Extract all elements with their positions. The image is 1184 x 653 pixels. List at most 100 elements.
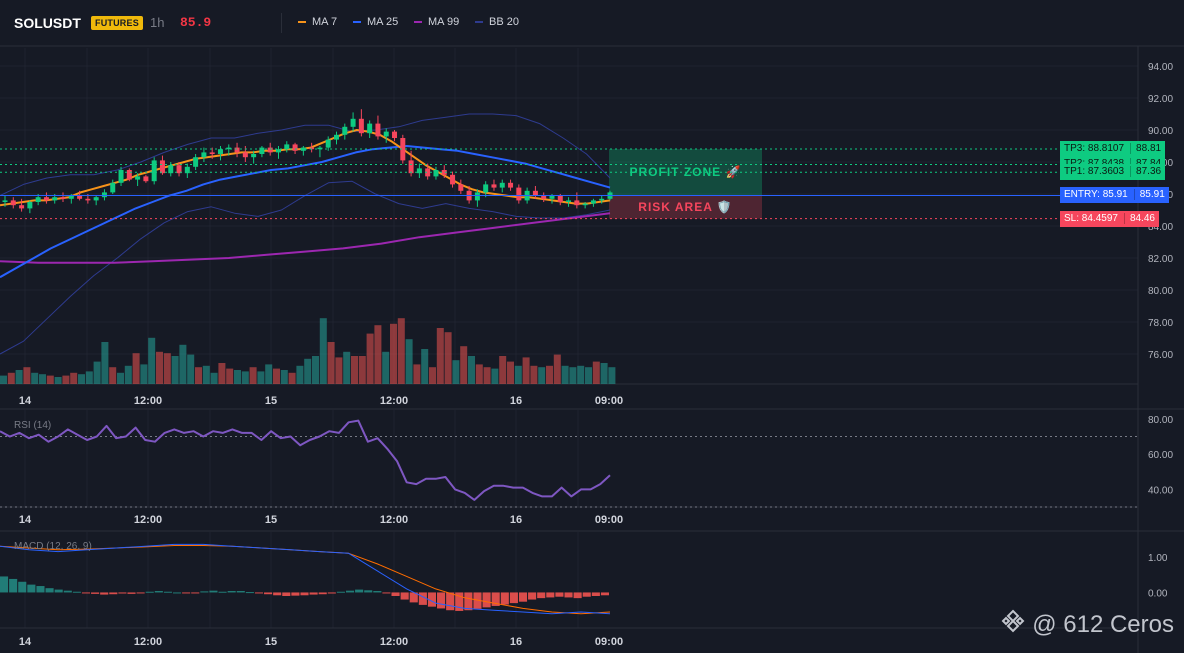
candle-body [458,184,464,191]
volume-bar [319,318,327,384]
macd-hist-bar [327,592,336,594]
volume-bar [351,356,358,384]
legend-label-bb20: BB 20 [489,16,519,28]
candle-body [52,197,58,201]
macd-line [0,543,611,615]
volume-bar [249,367,257,384]
volume-bar [54,377,62,384]
legend-ma99[interactable]: MA 99 [414,16,459,28]
macd-hist-bar [282,592,291,596]
time-tick-macd-0: 14 [19,636,32,648]
legend-ma7[interactable]: MA 7 [298,16,337,28]
symbol-name[interactable]: SOLUSDT [14,15,81,31]
candle-body [367,123,373,134]
volume-bar [101,342,109,384]
legend-bb20[interactable]: BB 20 [475,16,519,28]
macd-hist-bar [200,591,209,593]
macd-hist-bar [27,584,36,593]
volume-bar [39,374,46,384]
price-tick-92: 92.00 [1148,94,1173,105]
trade-zones: PROFIT ZONE 🚀RISK AREA 🛡️ [609,149,762,219]
volume-bar [335,357,343,384]
bb-upper-line [0,113,611,197]
level-tag-axis-value: 87.36 [1130,166,1162,178]
time-axis: 14 12:00 15 12:00 16 09:00 14 12:00 15 12:00 16 09:… [19,395,623,648]
risk-zone-label: RISK AREA 🛡️ [638,200,732,214]
rsi-tick-60: 60.00 [1148,450,1173,461]
candle-body [342,126,348,135]
macd-hist-bar [427,592,437,607]
volume-bar [31,372,39,384]
candle-body [557,195,563,202]
legend-swatch-ma7 [298,21,306,23]
volume-bar [241,371,249,384]
macd-hist-bar [391,592,400,596]
macd-hist-bar [18,581,27,593]
macd-hist-bar [72,591,81,593]
macd-hist-bar [227,591,236,593]
candle-body [317,147,323,150]
volume-bar [460,346,468,384]
candle-body [474,192,480,201]
candlesticks [2,109,613,214]
rsi-title: RSI (14) [14,420,51,431]
macd-hist-bar [446,592,455,611]
price-tick-94: 94.00 [1148,62,1173,73]
candle-body [267,147,273,153]
candle-body [508,182,514,188]
candle-body [209,152,215,154]
macd-hist-bar [464,592,473,611]
time-tick-rsi-2: 15 [265,514,277,526]
macd-hist-bar [600,592,609,596]
macd-hist-bar [54,589,63,593]
volume-bar [327,342,335,384]
macd-tick-0: 0.00 [1148,588,1168,599]
macd-hist-bar [373,591,382,593]
time-tick-rsi-5: 09:00 [595,514,623,526]
macd-hist-bar [409,592,418,603]
volume-bar [538,367,546,384]
macd-hist-bar [109,592,118,595]
level-tag-axis-value: 87.84 [1130,158,1162,170]
binance-logo-icon [1000,608,1026,641]
macd-hist-bar [355,589,364,593]
candle-body [599,198,605,201]
macd-hist-bar [182,592,191,594]
legend-swatch-ma25 [353,21,361,23]
volume-bar [23,367,31,384]
time-tick-main-3: 12:00 [380,395,408,407]
candle-body [516,187,522,201]
level-tag-axis-value: 88.81 [1130,143,1162,155]
macd-hist-bar [264,592,273,595]
chart-header: SOLUSDT FUTURES 1h 85.9 MA 7 MA 25 MA 99… [0,0,1184,46]
macd-hist-bar [127,592,136,594]
volume-bar [405,339,413,384]
volume-bar [265,364,273,384]
volume-bar [569,367,577,384]
candle-body [433,170,439,177]
volume-bar [288,372,296,384]
volume-bar [374,325,382,384]
candle-body [491,184,497,188]
candle-body [400,138,406,161]
candle-body [284,144,290,150]
volume-bar [273,368,280,384]
time-tick-main-0: 14 [19,395,32,407]
macd-hist-bar [418,592,427,605]
time-tick-macd-5: 09:00 [595,636,623,648]
macd-hist-bar [191,592,200,594]
risk-zone [609,195,762,219]
volume-bar [15,370,23,384]
candle-body [35,197,41,202]
price-tick-90: 90.00 [1148,126,1173,137]
volume-bar [93,361,101,384]
candle-body [416,168,422,174]
rsi-tick-80: 80.00 [1148,415,1173,426]
macd-hist-bar [163,591,172,593]
candle-body [168,165,174,174]
macd-panel: 1.00 0.00 MACD (12, 26, 9) [0,541,1168,615]
legend-ma25[interactable]: MA 25 [353,16,398,28]
timeframe-label[interactable]: 1h [150,15,165,30]
rsi-tick-40: 40.00 [1148,485,1173,496]
